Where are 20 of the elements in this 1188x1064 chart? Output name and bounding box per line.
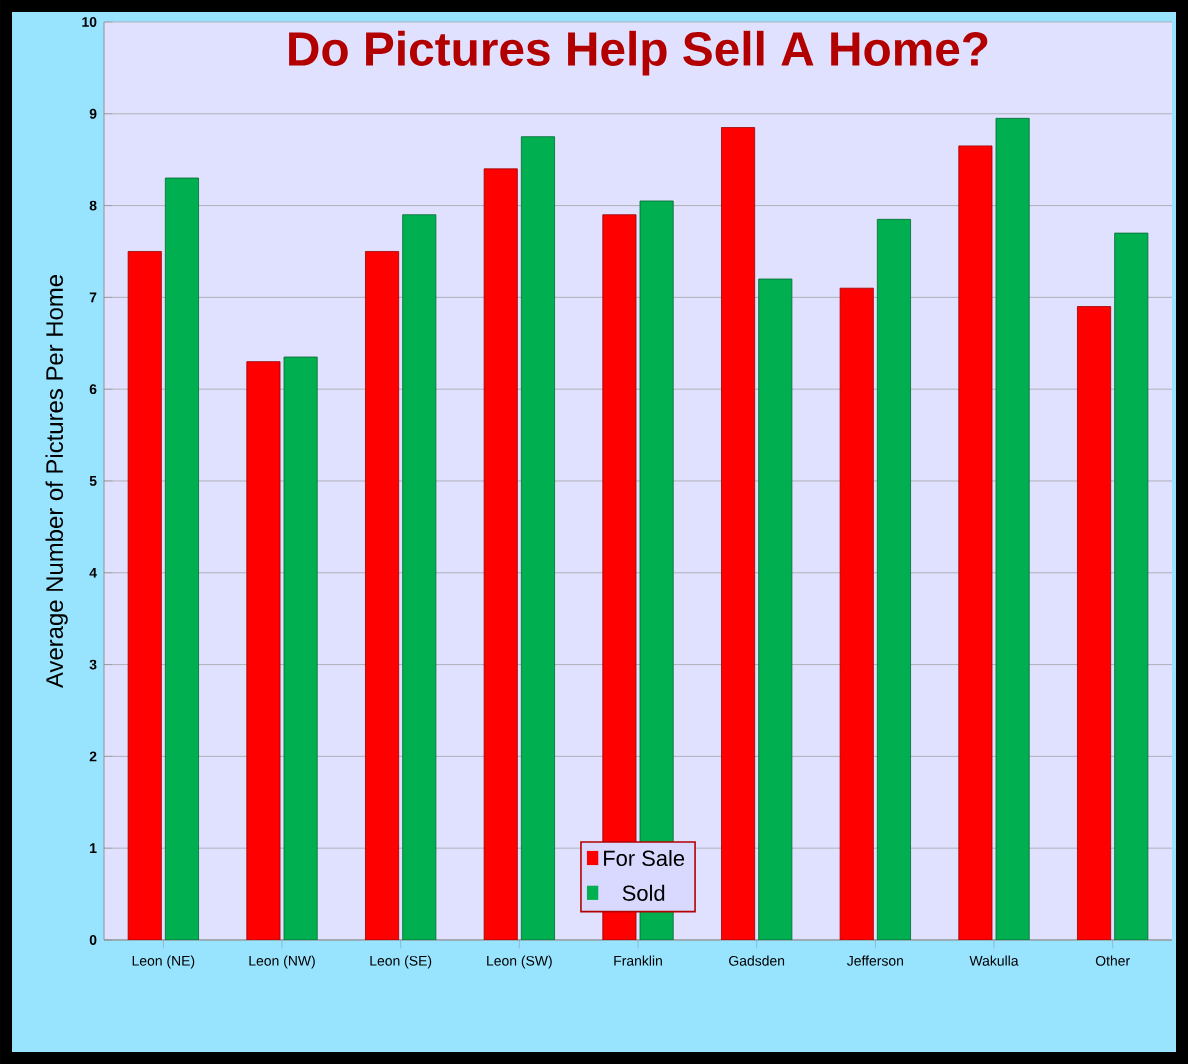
bar	[1114, 232, 1149, 940]
bar	[520, 136, 555, 940]
bar	[758, 278, 793, 940]
chart-title: Do Pictures Help Sell A Home?	[289, 30, 988, 76]
bar	[402, 214, 437, 940]
y-axis-title: Average Number of Pictures Per Home	[45, 275, 68, 689]
bar	[483, 168, 518, 940]
bar	[127, 251, 162, 940]
legend-label: Sold	[622, 884, 665, 901]
bar	[839, 287, 874, 940]
bar	[283, 356, 318, 940]
bar	[958, 145, 993, 940]
bar	[365, 251, 400, 940]
bar	[246, 361, 281, 940]
bar	[995, 117, 1030, 940]
bar	[1077, 306, 1112, 940]
bar	[721, 127, 756, 940]
bar	[164, 177, 199, 940]
bar	[876, 218, 911, 940]
legend-label: For Sale	[604, 849, 685, 867]
